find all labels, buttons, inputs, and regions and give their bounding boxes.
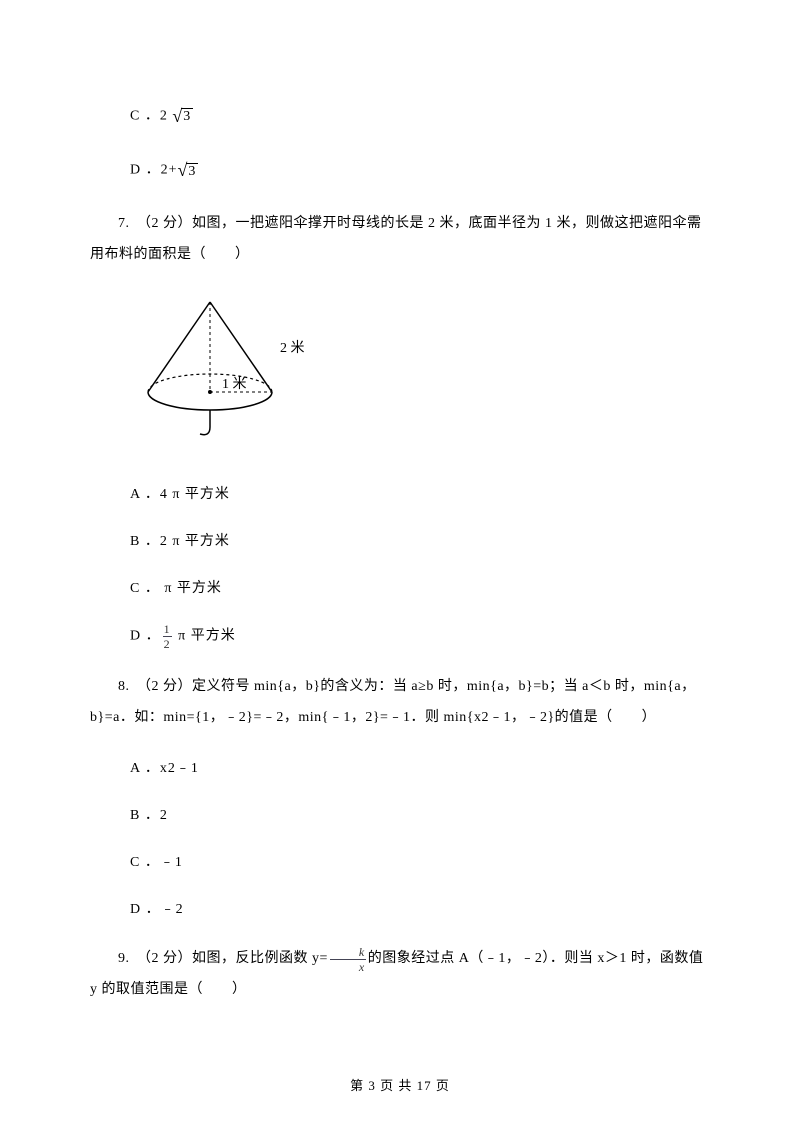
- question-9-text: 9. （2 分）如图，反比例函数 y=kx的图象经过点 A（﹣1，﹣2）．则当 …: [90, 944, 710, 1006]
- q7-option-c: C ． π 平方米: [130, 576, 710, 601]
- sqrt-symbol: √3: [178, 154, 199, 186]
- sqrt-symbol: √3: [172, 100, 193, 132]
- fraction-half: 12: [163, 623, 172, 650]
- q8-option-b: B ．2: [130, 803, 710, 828]
- cone-diagram: 2 米 1 米: [130, 292, 710, 451]
- q7-option-d: D ．12 π 平方米: [130, 623, 710, 650]
- q7-option-b: B ．2 π 平方米: [130, 529, 710, 554]
- q7-option-a: A ．4 π 平方米: [130, 482, 710, 507]
- q7-d-prefix: D ．: [130, 629, 161, 644]
- radius-label: 1 米: [222, 376, 247, 392]
- q8-option-a: A ．x2﹣1: [130, 756, 710, 781]
- slant-label: 2 米: [280, 340, 305, 356]
- fraction-k-x: kx: [330, 946, 366, 973]
- q7-d-suffix: π 平方米: [174, 629, 236, 644]
- question-8-text: 8. （2 分）定义符号 min{a，b}的含义为：当 a≥b 时，min{a，…: [90, 672, 710, 734]
- option-d-prev: D ．2+√3: [130, 154, 710, 186]
- q9-before: 9. （2 分）如图，反比例函数 y=: [118, 951, 328, 966]
- q8-option-d: D ．﹣2: [130, 897, 710, 922]
- option-c-prev: C ．2 √3: [130, 100, 710, 132]
- page-footer: 第 3 页 共 17 页: [0, 1074, 800, 1097]
- q8-option-c: C ．﹣1: [130, 850, 710, 875]
- question-7-text: 7. （2 分）如图，一把遮阳伞撑开时母线的长是 2 米，底面半径为 1 米，则…: [90, 209, 710, 271]
- option-d-prefix: D ．2+: [130, 163, 178, 178]
- option-c-prefix: C ．2: [130, 108, 172, 123]
